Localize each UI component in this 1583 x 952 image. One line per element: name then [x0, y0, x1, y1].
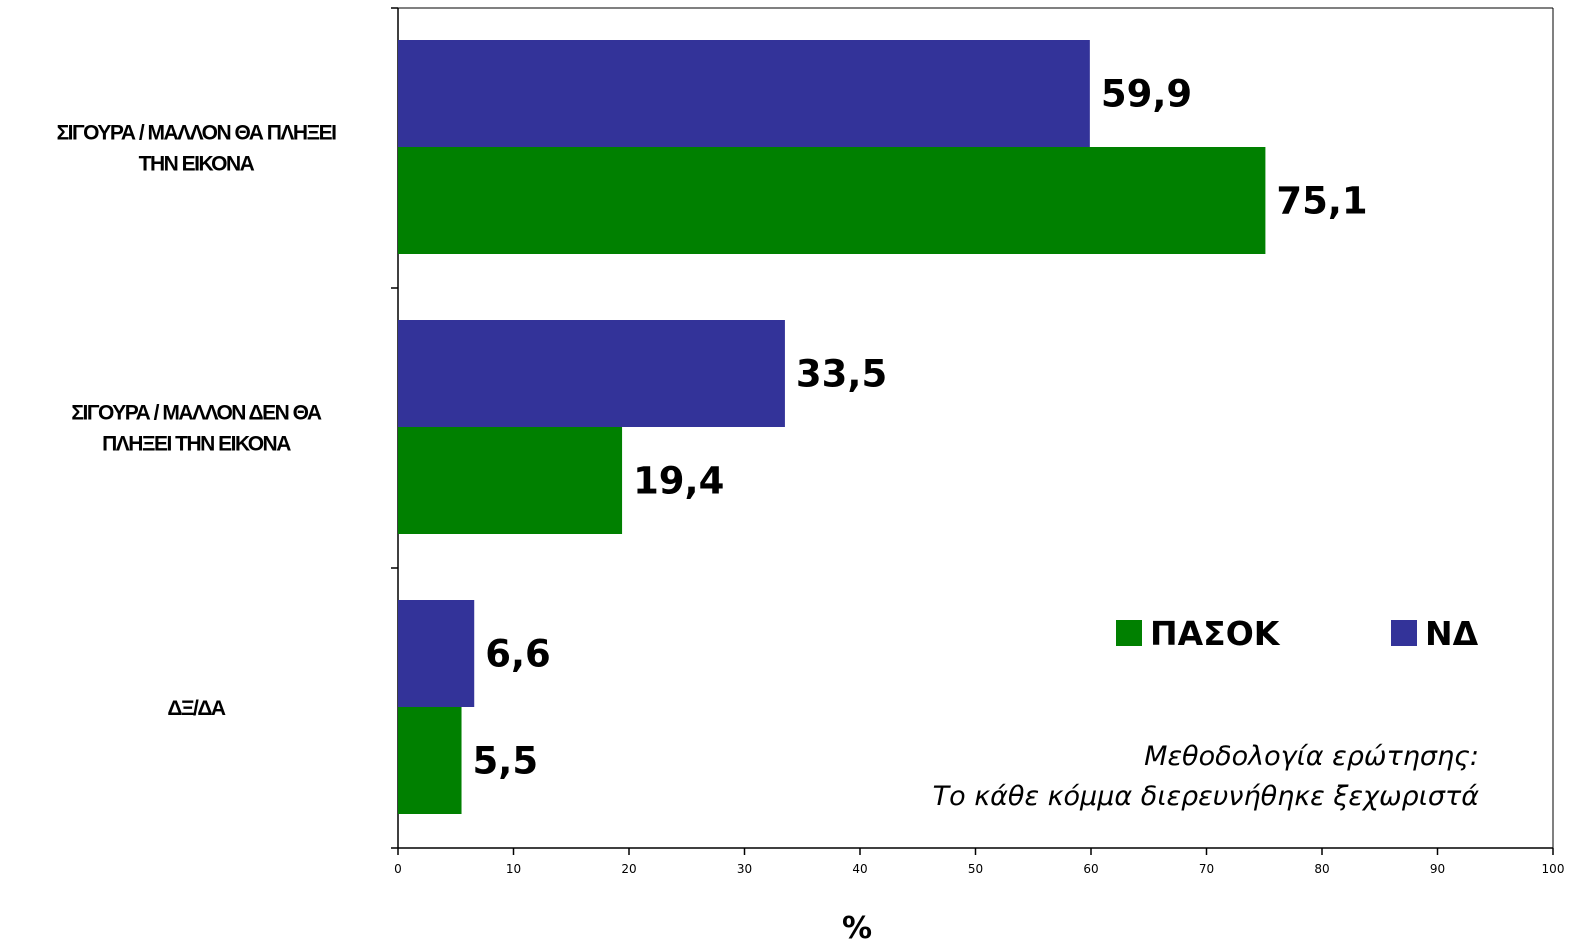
x-tick-label: 50 [968, 862, 983, 876]
x-tick-label: 80 [1314, 862, 1329, 876]
legend-label: ΝΔ [1425, 614, 1479, 653]
x-tick-label: 40 [852, 862, 867, 876]
category-label: ΤΗΝ ΕΙΚΟΝΑ [139, 153, 255, 176]
category-label: ΠΛΗΞΕΙ ΤΗΝ ΕΙΚΟΝΑ [102, 433, 291, 456]
category-label: ΣΙΓΟΥΡΑ / ΜΑΛΛΟΝ ΘΑ ΠΛΗΞΕΙ [57, 122, 337, 145]
bar-pasok-2 [398, 707, 462, 814]
bar-pasok-1 [398, 427, 623, 534]
legend-label: ΠΑΣΟΚ [1150, 614, 1281, 653]
methodology-note-line-2: Το κάθε κόμμα διερευνήθηκε ξεχωριστά [932, 781, 1479, 812]
legend-swatch [1391, 620, 1417, 646]
category-label: ΣΙΓΟΥΡΑ / ΜΑΛΛΟΝ ΔΕΝ ΘΑ [71, 402, 321, 425]
bar-nd-2 [398, 600, 475, 707]
x-tick-label: 10 [506, 862, 521, 876]
x-tick-label: 100 [1542, 862, 1565, 876]
methodology-note-line-1: Μεθοδολογία ερώτησης: [1144, 741, 1479, 772]
x-tick-label: 0 [394, 862, 402, 876]
data-labels: 59,9 33,5 6,6 75,1 19,4 5,5 [473, 73, 1368, 783]
category-label: ΔΞ/ΔΑ [167, 697, 226, 720]
bar-nd-1 [398, 320, 785, 427]
x-axis-title: % [842, 911, 872, 946]
data-label: 59,9 [1101, 73, 1192, 116]
data-label: 33,5 [796, 353, 887, 396]
x-tick-label: 30 [737, 862, 752, 876]
legend: ΠΑΣΟΚ ΝΔ [1116, 614, 1479, 653]
bar-nd-0 [398, 40, 1090, 147]
data-label: 19,4 [633, 460, 724, 503]
x-tick-label: 70 [1199, 862, 1214, 876]
x-tick-label: 20 [621, 862, 636, 876]
x-ticks: 0 10 20 30 40 50 60 70 80 90 100 [394, 848, 1564, 876]
bars [398, 40, 1266, 814]
methodology-note: Μεθοδολογία ερώτησης: Το κάθε κόμμα διερ… [779, 737, 1479, 817]
x-tick-label: 90 [1430, 862, 1445, 876]
bar-pasok-0 [398, 147, 1266, 254]
data-label: 75,1 [1276, 180, 1367, 223]
data-label: 6,6 [485, 633, 551, 676]
legend-swatch [1116, 620, 1142, 646]
x-tick-label: 60 [1083, 862, 1098, 876]
category-labels: ΣΙΓΟΥΡΑ / ΜΑΛΛΟΝ ΘΑ ΠΛΗΞΕΙ ΤΗΝ ΕΙΚΟΝΑ ΣΙΓΟ… [57, 122, 338, 721]
data-label: 5,5 [473, 740, 539, 783]
